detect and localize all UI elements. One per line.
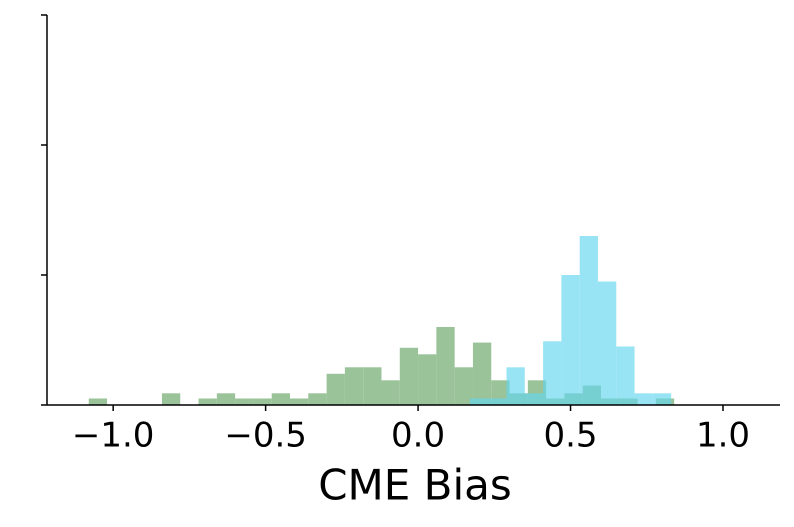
bar: [381, 380, 400, 405]
bar: [399, 347, 419, 405]
bar: [469, 398, 489, 405]
bar: [326, 373, 345, 405]
bar: [454, 367, 473, 405]
bar: [652, 393, 672, 405]
x-tick-label: 1.0: [696, 416, 750, 456]
bar: [235, 398, 254, 405]
bar: [543, 341, 562, 405]
bar: [290, 398, 309, 405]
bar: [616, 346, 635, 405]
bar: [506, 367, 525, 405]
x-tick-label: 0.0: [391, 416, 445, 456]
x-tick-label: −1.0: [72, 416, 155, 456]
bar: [308, 393, 327, 405]
bar: [418, 354, 437, 405]
bar: [198, 398, 217, 405]
bar: [597, 281, 617, 405]
bar: [561, 275, 580, 405]
x-axis-label: CME Bias: [318, 461, 512, 510]
bar: [88, 398, 108, 405]
bar: [161, 393, 181, 405]
bar: [472, 342, 492, 405]
x-tick-label: −0.5: [224, 416, 307, 456]
bar: [488, 398, 507, 405]
bar: [436, 327, 455, 405]
bar: [253, 398, 272, 405]
bar: [216, 393, 236, 405]
x-tick-label: 0.5: [543, 416, 597, 456]
bar: [344, 367, 364, 405]
bar: [634, 393, 653, 405]
bar: [579, 236, 598, 405]
bar: [271, 393, 291, 405]
bar: [363, 367, 382, 405]
bar: [524, 393, 544, 405]
